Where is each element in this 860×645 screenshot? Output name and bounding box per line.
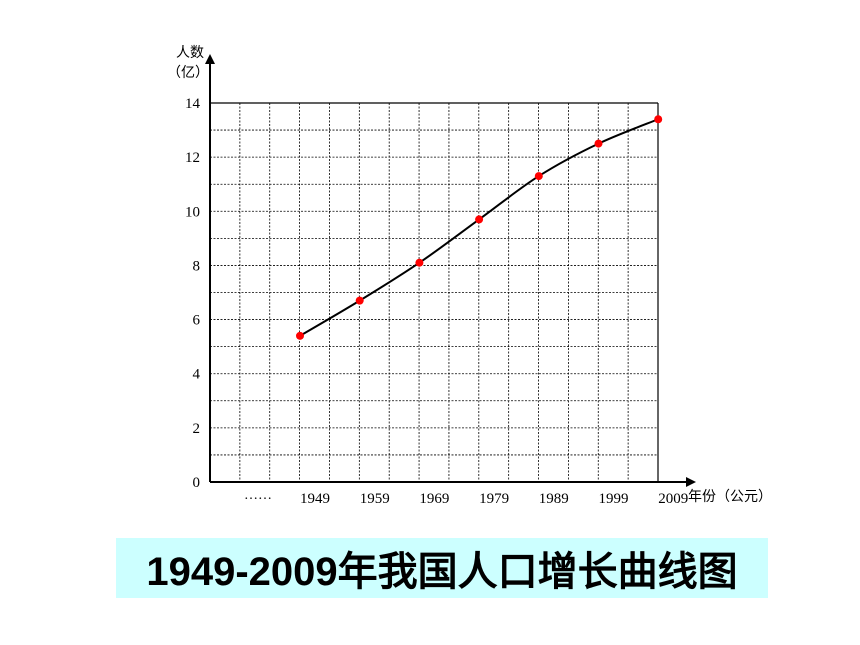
y-axis-unit: （亿） — [167, 65, 209, 81]
y-tick-label: 12 — [185, 150, 200, 166]
data-point — [475, 215, 484, 224]
x-tick-label: 1969 — [419, 491, 449, 507]
y-tick-label: 6 — [193, 313, 201, 329]
data-point — [594, 139, 603, 148]
chart-axes — [205, 54, 696, 487]
y-tick-label: 8 — [193, 258, 201, 274]
x-tick-label: 1959 — [360, 491, 390, 507]
x-tick-label: 1979 — [479, 491, 509, 507]
data-point — [296, 331, 304, 340]
data-points — [296, 115, 663, 340]
y-tick-label: 2 — [193, 421, 201, 437]
x-axis-arrow — [686, 477, 696, 487]
y-tick-label: 10 — [185, 204, 200, 220]
caption-box: 1949-2009年我国人口增长曲线图 — [116, 538, 768, 598]
data-point — [415, 258, 424, 267]
x-tick-label: 1989 — [539, 491, 569, 507]
data-point — [355, 296, 364, 305]
data-point — [534, 172, 543, 181]
y-axis-label: 人数 — [176, 45, 204, 61]
y-tick-label: 4 — [193, 367, 201, 383]
chart-caption: 1949-2009年我国人口增长曲线图 — [146, 550, 738, 594]
x-tick-label: 2009 — [658, 491, 688, 507]
y-tick-label: 0 — [193, 475, 201, 491]
y-tick-label: 14 — [185, 96, 201, 112]
x-tick-label: 1999 — [599, 491, 629, 507]
x-axis-label: 年份（公元） — [688, 489, 772, 505]
x-tick-labels: 1949 1959 1969 1979 1989 1999 2009 — [300, 491, 688, 507]
y-axis-arrow — [205, 54, 215, 64]
y-tick-labels: 0 2 4 6 8 10 12 14 — [185, 96, 201, 491]
x-axis-ellipsis: …… — [244, 488, 272, 503]
x-tick-label: 1949 — [300, 491, 330, 507]
data-point — [654, 115, 663, 124]
chart-grid — [210, 102, 659, 482]
